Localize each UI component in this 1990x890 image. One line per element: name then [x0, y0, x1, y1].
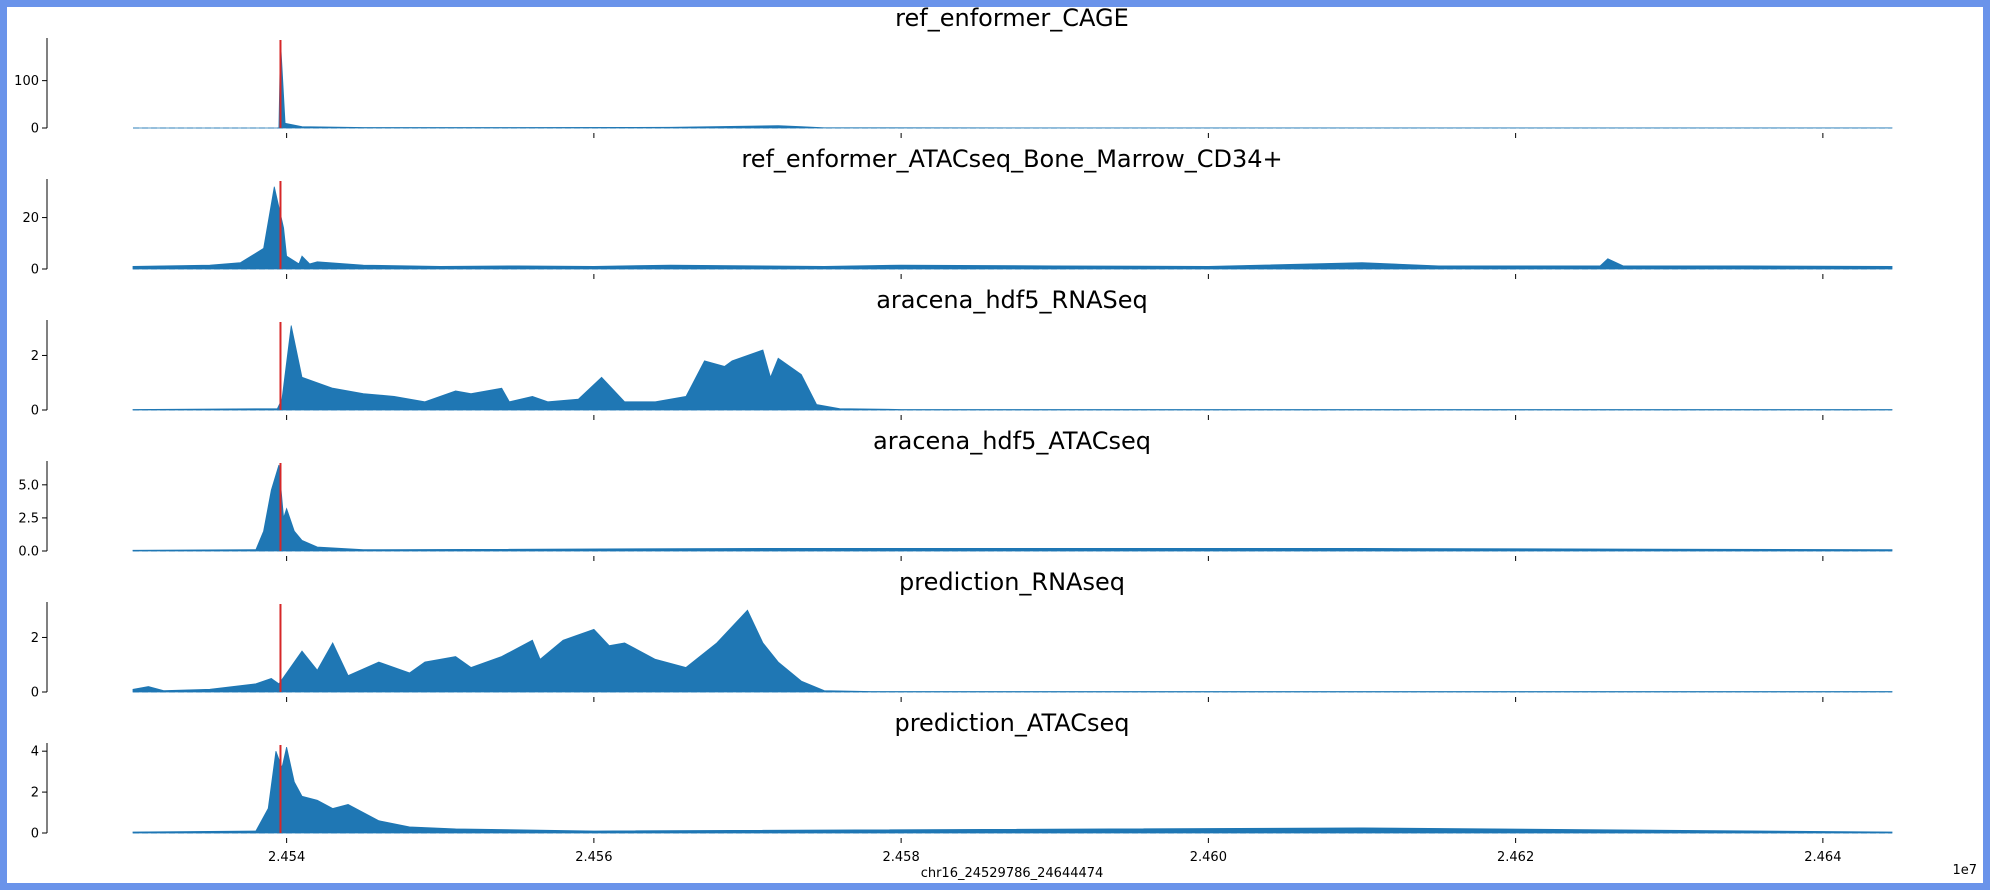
y-tick-label: 2: [31, 786, 39, 801]
coverage-area: [133, 40, 1893, 129]
track-2: ref_enformer_ATACseq_Bone_Marrow_CD34+ 0 2…: [22, 145, 1893, 279]
track-5: prediction_RNAseq 0 2: [31, 568, 1893, 702]
y-tick-label: 0: [31, 686, 39, 701]
coverage-area: [132, 747, 1893, 834]
x-tick-label: 2.454: [268, 850, 305, 865]
x-offset-label: 1e7: [1952, 863, 1977, 878]
y-tick-label: 0: [31, 827, 39, 842]
track-title: ref_enformer_ATACseq_Bone_Marrow_CD34+: [741, 145, 1282, 173]
x-tick-label: 2.456: [575, 850, 612, 865]
track-title: aracena_hdf5_RNASeq: [876, 286, 1148, 314]
x-tick-label: 2.464: [1804, 850, 1841, 865]
y-tick-label: 0: [31, 122, 39, 137]
track-6: prediction_ATACseq 0 2 4: [31, 709, 1893, 843]
coverage-area: [132, 186, 1893, 270]
track-1: ref_enformer_CAGE 0 100: [14, 4, 1893, 138]
track-4: aracena_hdf5_ATACseq 0.0 2.5 5.0: [18, 427, 1893, 561]
y-tick-label: 2.5: [18, 511, 39, 526]
y-tick-label: 5.0: [18, 478, 39, 493]
tracks-layer: ref_enformer_CAGE 0 100 ref_enformer_ATACse…: [14, 4, 1893, 865]
coverage-area: [132, 464, 1893, 552]
coverage-area: [132, 609, 1893, 693]
x-axis-label: chr16_24529786_24644474: [921, 866, 1104, 881]
x-tick-label: 2.458: [883, 850, 920, 865]
x-tick-label: 2.462: [1497, 850, 1534, 865]
y-tick-label: 20: [22, 211, 39, 226]
y-tick-label: 0: [31, 263, 39, 278]
track-title: prediction_ATACseq: [894, 709, 1129, 737]
y-tick-label: 0.0: [18, 545, 39, 560]
y-tick-label: 0: [31, 404, 39, 419]
y-tick-label: 2: [31, 631, 39, 646]
track-title: aracena_hdf5_ATACseq: [873, 427, 1151, 455]
track-title: prediction_RNAseq: [899, 568, 1125, 596]
track-title: ref_enformer_CAGE: [895, 4, 1129, 32]
y-tick-label: 4: [31, 745, 39, 760]
track-3: aracena_hdf5_RNASeq 0 2: [31, 286, 1893, 420]
x-tick-label: 2.460: [1190, 850, 1227, 865]
y-tick-label: 100: [14, 74, 39, 89]
y-tick-label: 2: [31, 349, 39, 364]
coverage-area: [132, 325, 1893, 411]
